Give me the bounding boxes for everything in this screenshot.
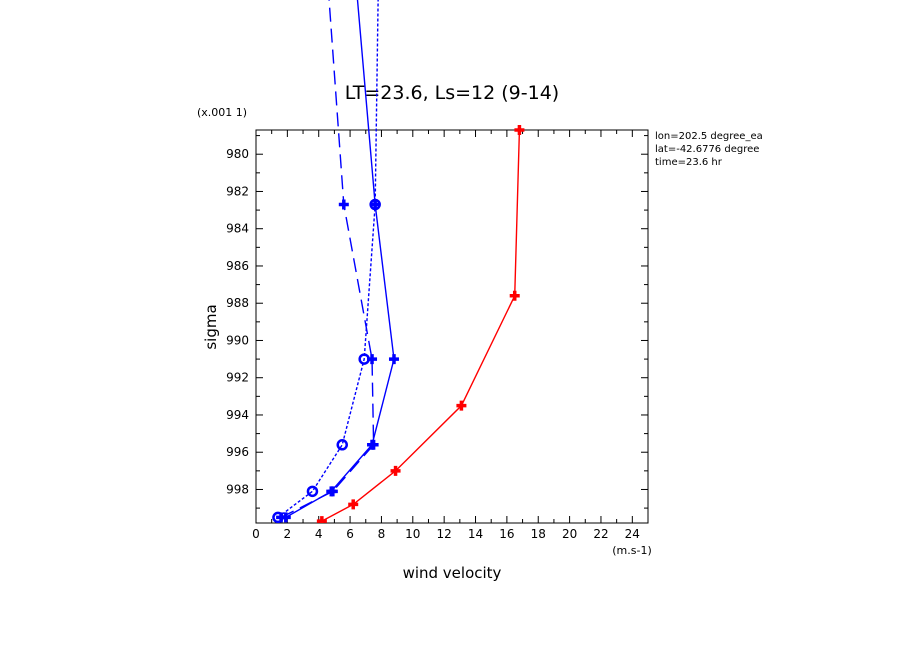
series-line: [280, 0, 375, 519]
data-point: [514, 125, 525, 135]
x-tick-label: 2: [284, 527, 292, 541]
y-unit-label: (x.001 1): [197, 106, 247, 119]
data-point: [456, 400, 467, 411]
y-tick-label: 996: [226, 445, 249, 459]
x-tick-label: 16: [499, 527, 514, 541]
data-point: [509, 290, 520, 301]
data-point: [390, 465, 401, 476]
x-axis-ticks: [255, 130, 649, 523]
series-1: [316, 125, 525, 523]
y-tick-label: 984: [226, 222, 249, 236]
data-point: [348, 499, 359, 510]
data-point: [368, 439, 379, 450]
y-tick-label: 990: [226, 333, 249, 347]
series-line: [321, 129, 521, 522]
annotation-lon: lon=202.5 degree_ea: [655, 131, 763, 142]
x-axis-tick-labels: 0 2 4 6 8 10 12 14 16 18 20 22 24: [252, 527, 640, 541]
x-tick-label: 18: [531, 527, 546, 541]
series-2: [280, 0, 399, 523]
x-tick-label: 14: [468, 527, 483, 541]
y-tick-label: 994: [226, 408, 249, 422]
y-tick-label: 980: [226, 147, 249, 161]
annotation-time: time=23.6 hr: [655, 157, 723, 168]
data-point: [388, 354, 399, 365]
data-point: [336, 439, 348, 451]
y-tick-label: 982: [226, 184, 249, 198]
y-tick-label: 992: [226, 371, 249, 385]
y-tick-label: 986: [226, 259, 249, 273]
y-tick-label: 988: [226, 296, 249, 310]
x-tick-label: 24: [625, 527, 640, 541]
plot-frame: [255, 129, 649, 524]
chart-title: LT=23.6, Ls=12 (9-14): [345, 82, 559, 104]
x-tick-label: 20: [562, 527, 577, 541]
data-point: [276, 512, 287, 523]
y-tick-label: 998: [226, 482, 249, 496]
series-4: [276, 0, 379, 523]
x-axis-label: wind velocity: [403, 564, 502, 582]
series-layer: [272, 0, 525, 523]
series-3: [272, 0, 381, 523]
data-point: [369, 198, 381, 211]
annotation-lat: lat=-42.6776 degree: [655, 144, 759, 155]
data-point: [338, 199, 349, 210]
x-tick-label: 8: [378, 527, 386, 541]
y-axis-tick-labels: 980 982 984 986 988 990 992 994 996 998: [226, 147, 249, 496]
series-line: [277, 0, 379, 518]
x-tick-label: 10: [405, 527, 420, 541]
y-axis-label: sigma: [202, 304, 220, 349]
data-point: [327, 486, 338, 497]
data-point: [316, 516, 327, 523]
x-unit-label: (m.s-1): [612, 544, 652, 557]
data-point: [306, 485, 319, 498]
x-tick-label: 6: [346, 527, 354, 541]
data-point: [367, 354, 378, 365]
y-axis-ticks: [256, 135, 648, 509]
x-tick-label: 22: [593, 527, 608, 541]
x-tick-label: 0: [252, 527, 260, 541]
x-tick-label: 4: [315, 527, 323, 541]
x-tick-label: 12: [437, 527, 452, 541]
